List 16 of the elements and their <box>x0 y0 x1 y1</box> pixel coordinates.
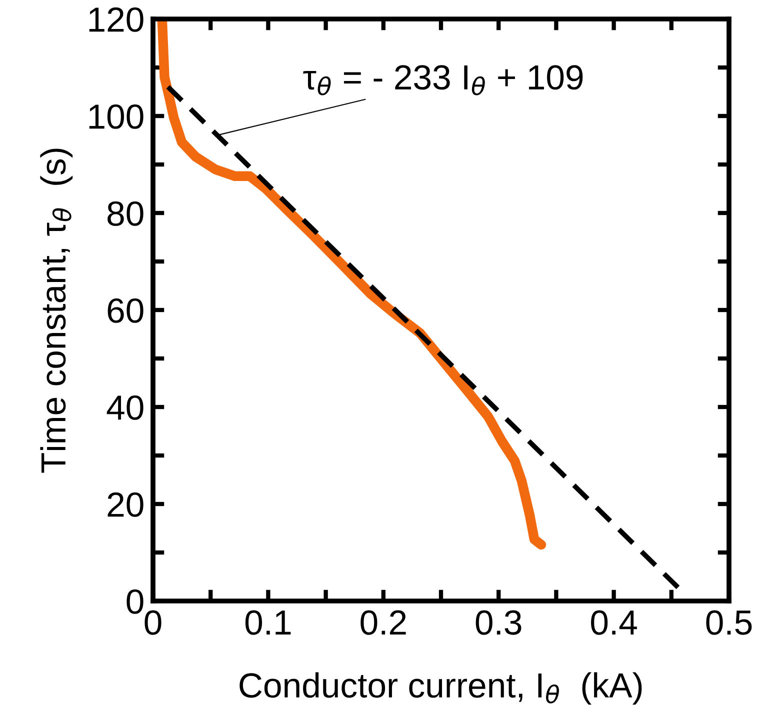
annotation: τ$_{θ}$ = - 233 I$_{θ}$ + 109 <box>303 65 583 96</box>
y-tick-label: 20 <box>108 492 144 517</box>
x-tick-label: 0.1 <box>245 610 291 635</box>
x-axis-title: Conductor current, I$_{θ}$ (kA) <box>240 672 642 705</box>
y-tick-label: 100 <box>89 104 144 129</box>
y-tick-label: 60 <box>108 298 144 323</box>
x-tick-label: 0.2 <box>360 610 406 635</box>
x-tick-label: 0.4 <box>591 610 637 635</box>
y-tick-label: 120 <box>89 7 144 32</box>
y-tick-label: 40 <box>106 395 144 420</box>
x-tick-label: 0 <box>144 610 162 635</box>
x-tick-label: 0.3 <box>476 610 522 635</box>
x-tick-label: 0.5 <box>706 610 752 635</box>
y-tick-label: 0 <box>126 589 144 614</box>
y-axis-title: Time constant, τ$_{θ}$ (s) <box>40 148 73 473</box>
y-tick-label: 80 <box>108 201 144 226</box>
